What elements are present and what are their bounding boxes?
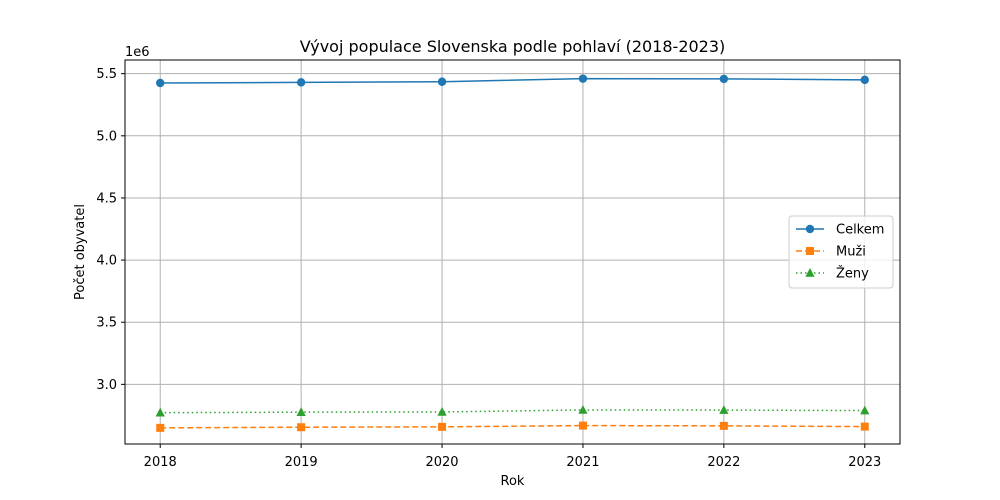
legend-marker — [805, 224, 815, 234]
legend-label: Muži — [836, 245, 866, 260]
x-tick-label: 2023 — [848, 455, 881, 470]
data-point — [437, 77, 447, 86]
axis-ticks: 2018 2019 2020 2021 2022 2023 3.0 3.5 4.0 4.5 5.0 5… — [96, 67, 881, 470]
series-layer — [155, 74, 870, 432]
x-tick-label: 2021 — [566, 455, 599, 470]
grid — [125, 60, 900, 444]
data-point — [719, 405, 729, 414]
legend-label: Celkem — [836, 223, 884, 238]
y-tick-label: 5.5 — [96, 67, 117, 82]
y-tick-label: 5.0 — [96, 129, 117, 144]
legend-marker — [805, 268, 815, 277]
x-tick-label: 2018 — [144, 455, 177, 470]
x-tick-label: 2019 — [285, 455, 318, 470]
y-tick-label: 4.5 — [96, 191, 117, 206]
data-point — [155, 407, 165, 417]
data-point — [578, 404, 588, 414]
data-point — [860, 422, 869, 431]
data-point — [297, 423, 306, 432]
series-2 — [156, 421, 869, 432]
legend-label: Ženy — [836, 266, 869, 282]
series-1 — [156, 74, 869, 88]
data-point — [719, 421, 728, 430]
y-tick-label: 3.5 — [96, 316, 117, 331]
y-axis-label: Počet obyvatel — [73, 204, 88, 300]
y-tick-label: 4.0 — [96, 254, 117, 269]
legend-marker — [806, 247, 814, 255]
data-point — [719, 74, 729, 84]
x-axis-label: Rok — [501, 474, 525, 489]
data-point — [296, 78, 306, 87]
data-point — [156, 423, 165, 432]
data-point — [578, 74, 588, 83]
data-point — [860, 405, 870, 415]
data-point — [860, 75, 869, 85]
series-line — [160, 409, 865, 414]
legend-box — [788, 215, 894, 289]
series-line — [160, 424, 865, 429]
y-offset-label: 1e6 — [125, 45, 150, 60]
series-line — [160, 77, 865, 84]
plot-area-frame — [124, 59, 901, 445]
series-3 — [155, 404, 870, 417]
data-point — [156, 78, 165, 88]
y-tick-label: 3.0 — [96, 378, 117, 393]
data-point — [438, 422, 447, 431]
x-tick-label: 2022 — [707, 455, 740, 470]
chart-title: Vývoj populace Slovenska podle pohlaví (… — [300, 37, 726, 56]
legend: Celkem Muži Ženy — [788, 215, 894, 289]
data-point — [578, 421, 587, 430]
data-point — [296, 407, 306, 416]
x-tick-label: 2020 — [425, 455, 458, 470]
data-point — [437, 406, 447, 416]
